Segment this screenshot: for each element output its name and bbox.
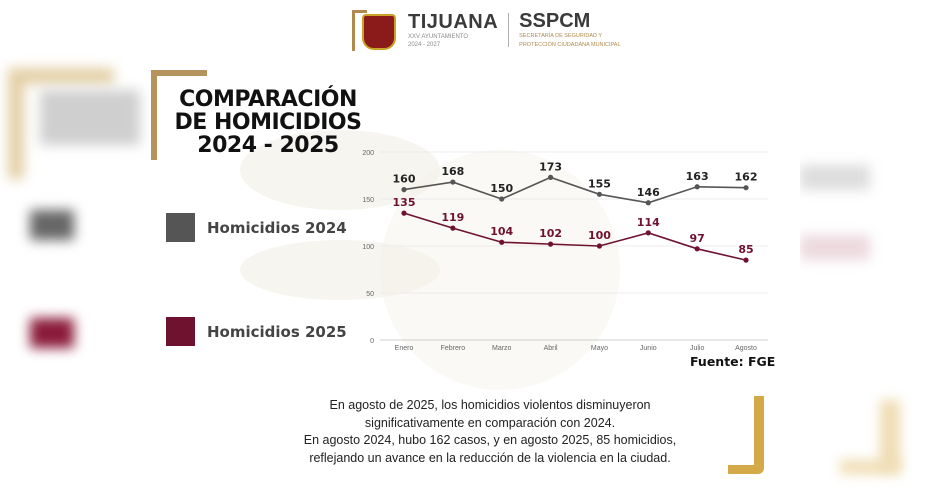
header-logos: TIJUANA XXV AYUNTAMIENTO 2024 - 2027 SSP… [352, 10, 621, 51]
data-point [450, 225, 456, 231]
x-tick-label: Abril [544, 345, 558, 352]
data-label: 168 [441, 165, 464, 178]
description-line: En agosto de 2025, los homicidios violen… [329, 398, 651, 412]
x-tick-label: Junio [640, 345, 657, 352]
data-point [645, 200, 651, 206]
agency-sub1: SECRETARÍA DE SEGURIDAD Y [519, 33, 603, 40]
watermark-shape [380, 150, 620, 390]
data-point [547, 174, 554, 180]
background-blur-left-text [40, 90, 140, 145]
city-sub1: XXV AYUNTAMIENTO [408, 34, 469, 40]
city-name: TIJUANA [408, 11, 499, 33]
title-line: COMPARACIÓN [179, 87, 357, 112]
description-line: reflejando un avance en la reducción de … [309, 450, 671, 465]
chart-title: COMPARACIÓN DE HOMICIDIOS 2024 - 2025 [168, 88, 368, 157]
series-line [403, 212, 747, 261]
decorative-gold-bracket [728, 396, 764, 474]
y-tick-label: 150 [362, 197, 374, 204]
y-tick-label: 50 [366, 291, 374, 298]
data-point [401, 210, 407, 216]
data-label: 173 [539, 160, 562, 173]
data-point [596, 243, 603, 249]
data-point [596, 191, 603, 197]
tijuana-crest-icon [352, 10, 400, 51]
data-label: 102 [539, 227, 562, 240]
data-label: 104 [490, 225, 513, 238]
header-divider [508, 13, 510, 47]
y-tick-label: 100 [362, 244, 374, 251]
data-label: 97 [689, 232, 704, 245]
city-sub2: 2024 - 2027 [408, 42, 441, 48]
data-label: 119 [441, 211, 464, 224]
x-tick-label: Enero [395, 345, 414, 352]
sspcm-brand: SSPCM SECRETARÍA DE SEGURIDAD Y PROTECCI… [519, 11, 620, 48]
background-blur-right-bracket-h [840, 460, 900, 474]
background-blur-left-swatch2 [30, 318, 74, 348]
data-point [645, 230, 651, 236]
description-line: En agosto 2024, hubo 162 casos, y en ago… [303, 433, 677, 447]
legend-item-2025: Homicidios 2025 [166, 317, 347, 346]
watermark-shape [240, 240, 440, 300]
title-line: 2024 - 2025 [197, 133, 339, 158]
background-blur-right-bracket [880, 400, 900, 470]
legend-swatch-2024 [166, 213, 195, 242]
x-tick-label: Julio [690, 345, 705, 352]
agency-sub2: PROTECCIÓN CIUDADANA MUNICIPAL [519, 42, 621, 48]
data-point [694, 184, 700, 190]
background-blur-left-swatch1 [30, 210, 74, 240]
legend-label-2025: Homicidios 2025 [207, 322, 347, 341]
data-label: 162 [735, 171, 758, 184]
x-tick-label: Agosto [735, 345, 757, 352]
data-point [743, 257, 749, 263]
data-point [499, 196, 505, 202]
description-line: significativamente en comparación con 20… [364, 415, 616, 430]
background-blur-left [8, 68, 114, 179]
data-point [547, 241, 554, 247]
description: En agosto de 2025, los homicidios violen… [240, 397, 740, 467]
y-tick-label: 200 [362, 150, 374, 157]
legend-swatch-2025 [166, 317, 195, 346]
data-label: 155 [588, 177, 611, 190]
source-label: Fuente: FGE [690, 354, 776, 369]
watermark-shape [240, 130, 440, 210]
background-blur-right-data2 [800, 235, 870, 260]
legend-label-2024: Homicidios 2024 [207, 218, 347, 237]
data-label: 163 [686, 170, 709, 183]
x-tick-label: Marzo [492, 345, 512, 352]
data-label: 135 [393, 196, 416, 209]
data-point [499, 239, 505, 245]
data-label: 114 [637, 216, 660, 229]
data-label: 146 [637, 186, 660, 199]
data-label: 160 [393, 173, 416, 186]
x-tick-label: Mayo [591, 345, 608, 352]
legend-item-2024: Homicidios 2024 [166, 213, 347, 242]
agency-name: SSPCM [519, 10, 591, 33]
data-point [694, 246, 700, 252]
data-label: 150 [490, 182, 513, 195]
tijuana-brand: TIJUANA XXV AYUNTAMIENTO 2024 - 2027 [408, 12, 498, 48]
data-label: 100 [588, 229, 611, 242]
x-tick-label: Febrero [441, 345, 466, 352]
data-point [450, 179, 456, 185]
title-accent-bracket [151, 70, 207, 160]
data-label: 85 [738, 243, 753, 256]
y-tick-label: 0 [370, 338, 374, 345]
data-point [401, 187, 407, 193]
title-line: DE HOMICIDIOS [174, 110, 362, 135]
series-line [403, 176, 747, 204]
background-blur-right-data [800, 165, 870, 190]
data-point [743, 185, 749, 191]
